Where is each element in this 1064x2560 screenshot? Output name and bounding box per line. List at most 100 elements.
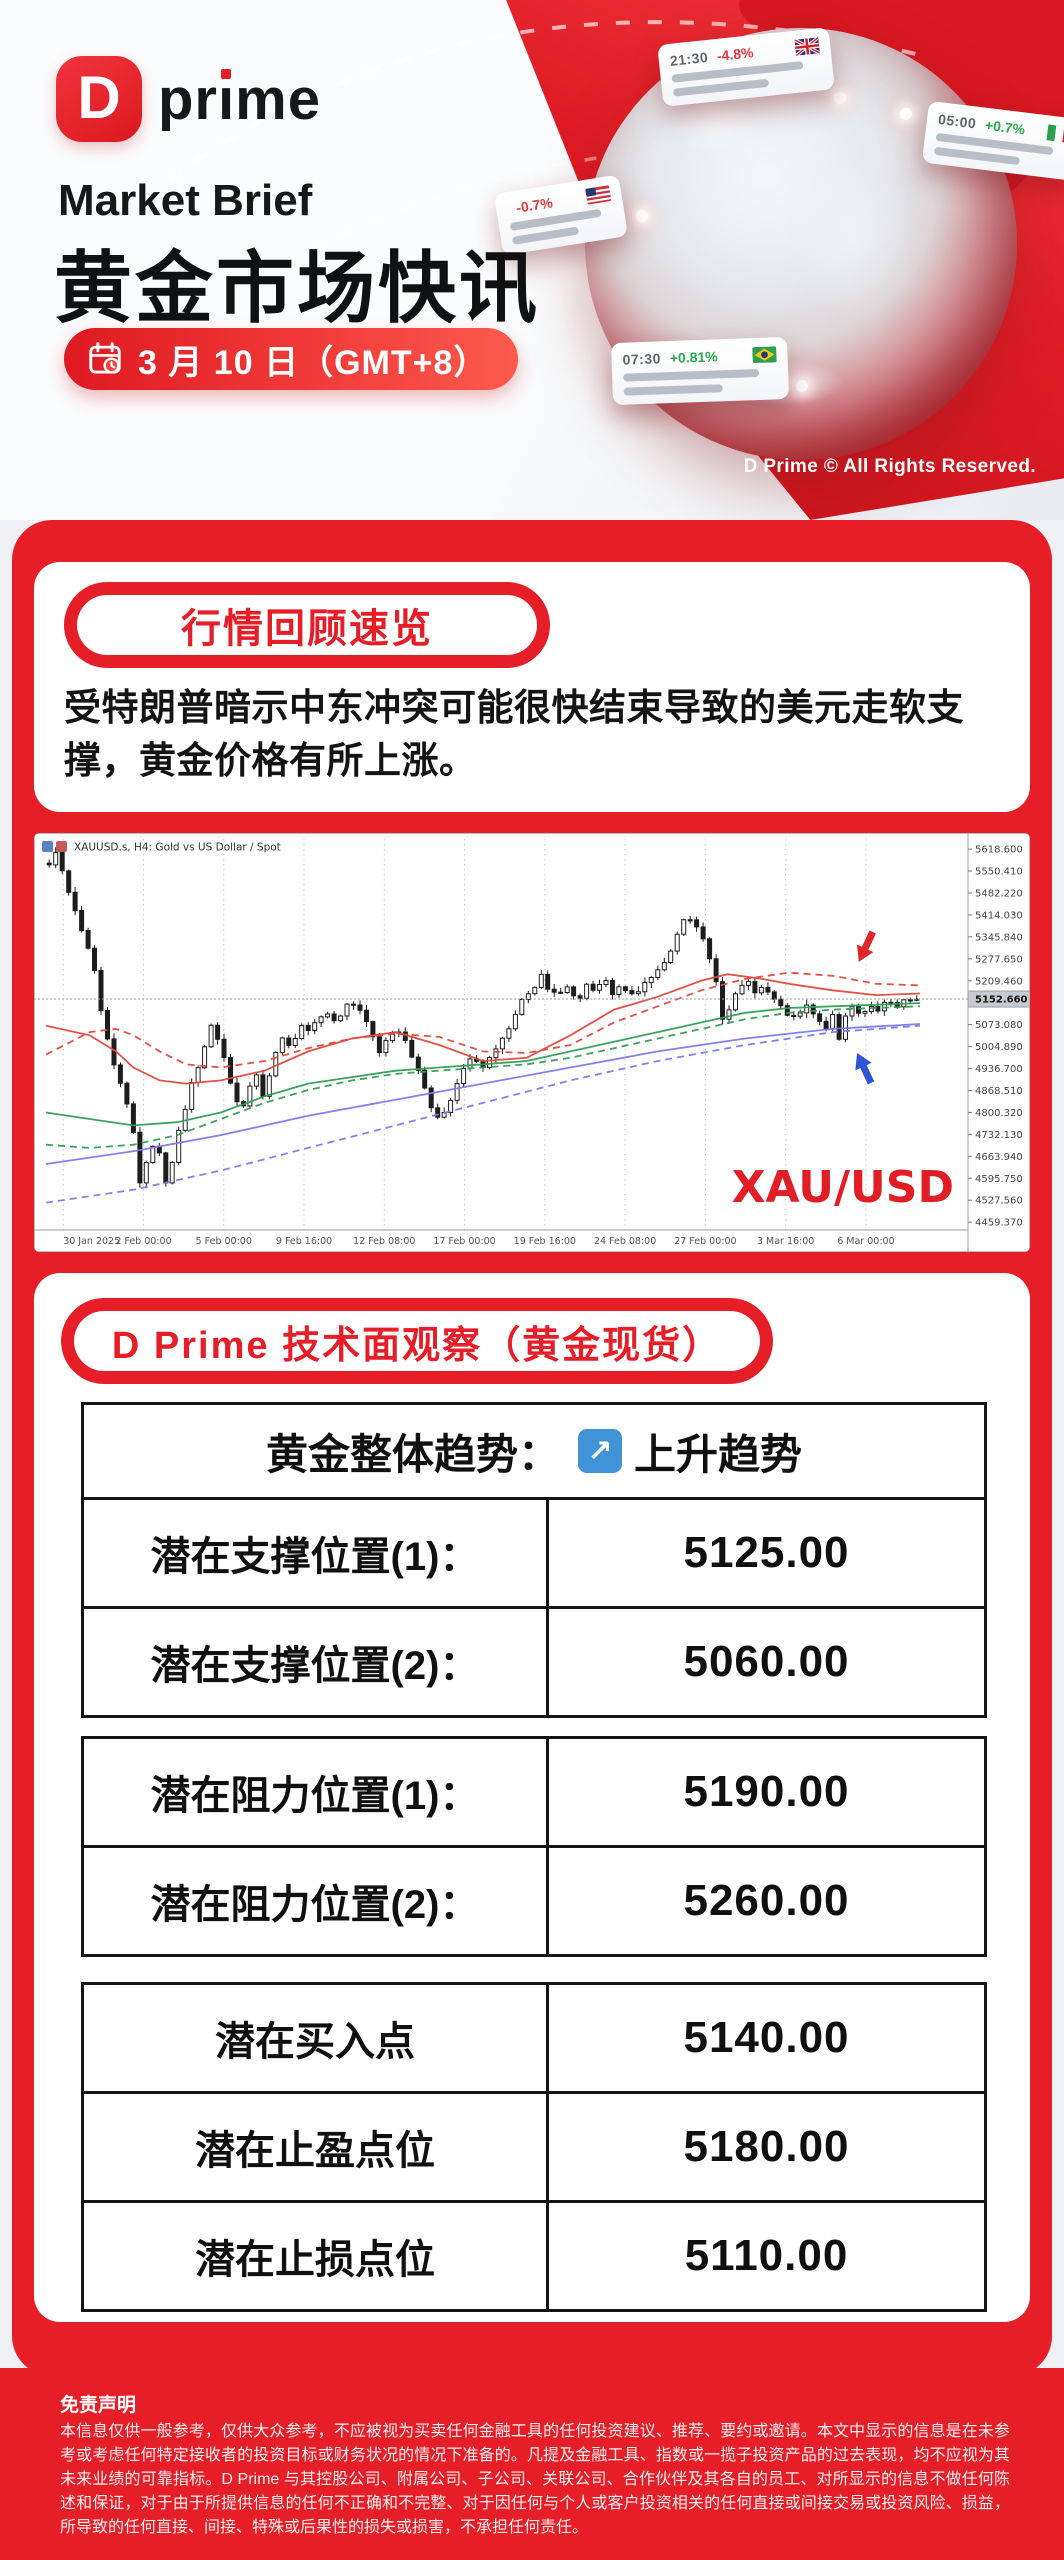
globe-marker-dot: [834, 92, 846, 104]
svg-text:5 Feb 00:00: 5 Feb 00:00: [196, 1236, 252, 1247]
orbit-dashes: [168, 20, 1031, 302]
review-card: 行情回顾速览 受特朗普暗示中东冲突可能很快结束导致的美元走软支撑，黄金价格有所上…: [34, 562, 1030, 812]
svg-text:XAU/USD: XAU/USD: [732, 1162, 954, 1213]
ticker-change: +0.81%: [669, 348, 718, 367]
svg-text:4936.700: 4936.700: [975, 1064, 1023, 1075]
us-flag-icon: [585, 185, 612, 205]
svg-text:5482.220: 5482.220: [975, 888, 1023, 899]
stop-loss-label: 潜在止损点位: [84, 2203, 549, 2309]
svg-text:2 Feb 00:00: 2 Feb 00:00: [115, 1236, 171, 1247]
logo-d-letter: D: [77, 63, 121, 131]
svg-text:XAUUSD.s, H4: Gold vs US Dolla: XAUUSD.s, H4: Gold vs US Dollar / Spot: [74, 842, 281, 854]
stop-loss-value: 5110.00: [684, 2231, 849, 2280]
resistance-table: 潜在阻力位置(1)： 5190.00 潜在阻力位置(2)： 5260.00: [81, 1736, 987, 1957]
svg-text:5073.080: 5073.080: [975, 1020, 1023, 1031]
svg-text:4527.560: 4527.560: [975, 1196, 1023, 1207]
table-row: 潜在买入点 5140.00: [84, 1985, 984, 2091]
brand-logo: D pr ı me: [56, 56, 321, 142]
review-badge-label: 行情回顾速览: [181, 607, 433, 651]
svg-text:24 Feb 08:00: 24 Feb 08:00: [594, 1236, 656, 1247]
ticker-card-brazil: 07:30 +0.81%: [610, 336, 790, 406]
svg-text:5277.650: 5277.650: [975, 954, 1023, 965]
italy-flag-icon: [1046, 124, 1064, 144]
svg-text:4459.370: 4459.370: [975, 1218, 1023, 1229]
svg-text:30 Jan 2025: 30 Jan 2025: [63, 1236, 120, 1247]
globe-marker-dot: [796, 380, 808, 392]
take-profit-value: 5180.00: [683, 2122, 850, 2171]
support2-label: 潜在支撑位置(2)：: [84, 1609, 549, 1715]
resistance1-value: 5190.00: [683, 1767, 850, 1816]
ticker-card-uk: 21:30 -4.8%: [657, 27, 835, 107]
buy-point-value: 5140.00: [683, 2013, 850, 2062]
table-row: 潜在支撑位置(1)： 5125.00: [84, 1497, 984, 1606]
ticker-card-italy: 05:00 +0.7%: [921, 100, 1064, 182]
calendar-icon: [86, 340, 124, 378]
page-title: 黄金市场快讯: [54, 244, 541, 332]
review-section-badge: 行情回顾速览: [64, 582, 550, 668]
logo-wordmark: pr ı me: [158, 66, 321, 132]
main-red-panel: 行情回顾速览 受特朗普暗示中东冲突可能很快结束导致的美元走软支撑，黄金价格有所上…: [12, 520, 1052, 2376]
analysis-badge-label: D Prime 技术面观察（黄金现货）: [111, 1324, 723, 1367]
resistance2-value: 5260.00: [683, 1876, 850, 1925]
buy-point-label: 潜在买入点: [84, 1985, 549, 2091]
placeholder-bar: [623, 384, 723, 396]
trend-value: 上升趋势: [634, 1430, 803, 1478]
uk-flag-icon: [794, 37, 820, 56]
ticker-card-us: -0.7%: [493, 174, 629, 256]
support1-label: 潜在支撑位置(1)：: [84, 1500, 549, 1606]
table-row: 潜在阻力位置(2)： 5260.00: [84, 1845, 984, 1954]
disclaimer-footer: 免责声明 本信息仅供一般参考，仅供大众参考，不应被视为买卖任何金融工具的任何投资…: [0, 2368, 1064, 2560]
svg-text:9 Feb 16:00: 9 Feb 16:00: [276, 1236, 332, 1247]
trend-row: 黄金整体趋势： ↗ 上升趋势: [84, 1405, 984, 1497]
svg-text:12 Feb 08:00: 12 Feb 08:00: [353, 1236, 415, 1247]
svg-text:5209.460: 5209.460: [975, 976, 1023, 987]
kicker-market-brief: Market Brief: [58, 176, 313, 225]
disclaimer-title: 免责声明: [60, 2395, 137, 2416]
trade-points-table: 潜在买入点 5140.00 潜在止盈点位 5180.00 潜在止损点位 5110…: [81, 1982, 987, 2312]
globe-marker-dot: [636, 210, 648, 222]
support2-value: 5060.00: [683, 1637, 850, 1686]
svg-text:3 Mar 16:00: 3 Mar 16:00: [757, 1236, 814, 1247]
globe-marker-dot: [900, 108, 912, 120]
svg-text:4800.320: 4800.320: [975, 1108, 1023, 1119]
ticker-time: 07:30: [622, 350, 662, 368]
table-row: 潜在支撑位置(2)： 5060.00: [84, 1606, 984, 1715]
ticker-time: 05:00: [937, 110, 978, 132]
header: 21:30 -4.8% 05:00 +0.7% -0.7%: [0, 0, 1064, 520]
svg-text:4732.130: 4732.130: [975, 1130, 1023, 1141]
logo-i-dot: [221, 68, 231, 79]
xauusd-candlestick-chart: 30 Jan 2025 2 Feb 00:00 5 Feb 00:00 9 Feb 1…: [34, 833, 1030, 1252]
svg-text:5550.410: 5550.410: [975, 867, 1023, 878]
table-row: 潜在止盈点位 5180.00: [84, 2091, 984, 2200]
svg-text:17 Feb 00:00: 17 Feb 00:00: [433, 1236, 495, 1247]
up-trend-icon: ↗: [578, 1429, 622, 1473]
svg-text:5004.890: 5004.890: [975, 1042, 1023, 1053]
support1-value: 5125.00: [683, 1528, 850, 1577]
ticker-change: -0.7%: [515, 194, 554, 216]
take-profit-label: 潜在止盈点位: [84, 2094, 549, 2200]
svg-text:4595.750: 4595.750: [975, 1174, 1023, 1185]
brazil-flag-icon: [752, 346, 777, 364]
analysis-card: D Prime 技术面观察（黄金现货） 黄金整体趋势： ↗ 上升趋势 潜在支撑位置(…: [34, 1273, 1030, 2322]
svg-text:4663.940: 4663.940: [975, 1152, 1023, 1163]
ticker-change: +0.7%: [984, 116, 1026, 138]
disclaimer-body: 本信息仅供一般参考，仅供大众参考，不应被视为买卖任何金融工具的任何投资建议、推荐…: [60, 2423, 1010, 2536]
trend-support-table: 黄金整体趋势： ↗ 上升趋势 潜在支撑位置(1)： 5125.00 潜在支撑位置(2…: [81, 1402, 987, 1718]
dprime-logo-icon: D: [56, 56, 142, 142]
resistance1-label: 潜在阻力位置(1)：: [84, 1739, 549, 1845]
svg-text:5618.600: 5618.600: [975, 845, 1023, 856]
table-row: 潜在止损点位 5110.00: [84, 2200, 984, 2309]
review-paragraph: 受特朗普暗示中东冲突可能很快结束导致的美元走软支撑，黄金价格有所上涨。: [64, 687, 964, 781]
copyright-text: D Prime © All Rights Reserved.: [743, 456, 1036, 477]
svg-text:27 Feb 00:00: 27 Feb 00:00: [674, 1236, 736, 1247]
analysis-section-badge: D Prime 技术面观察（黄金现货）: [61, 1298, 773, 1384]
svg-text:5152.660: 5152.660: [975, 995, 1028, 1006]
ticker-change: -4.8%: [716, 44, 755, 64]
date-text: 3 月 10 日（GMT+8）: [138, 343, 489, 382]
svg-text:6 Mar 00:00: 6 Mar 00:00: [837, 1236, 894, 1247]
svg-text:4868.510: 4868.510: [975, 1086, 1023, 1097]
placeholder-bar: [623, 368, 759, 382]
ticker-time: 21:30: [669, 48, 709, 69]
placeholder-bar: [672, 78, 770, 97]
svg-text:19 Feb 16:00: 19 Feb 16:00: [514, 1236, 576, 1247]
